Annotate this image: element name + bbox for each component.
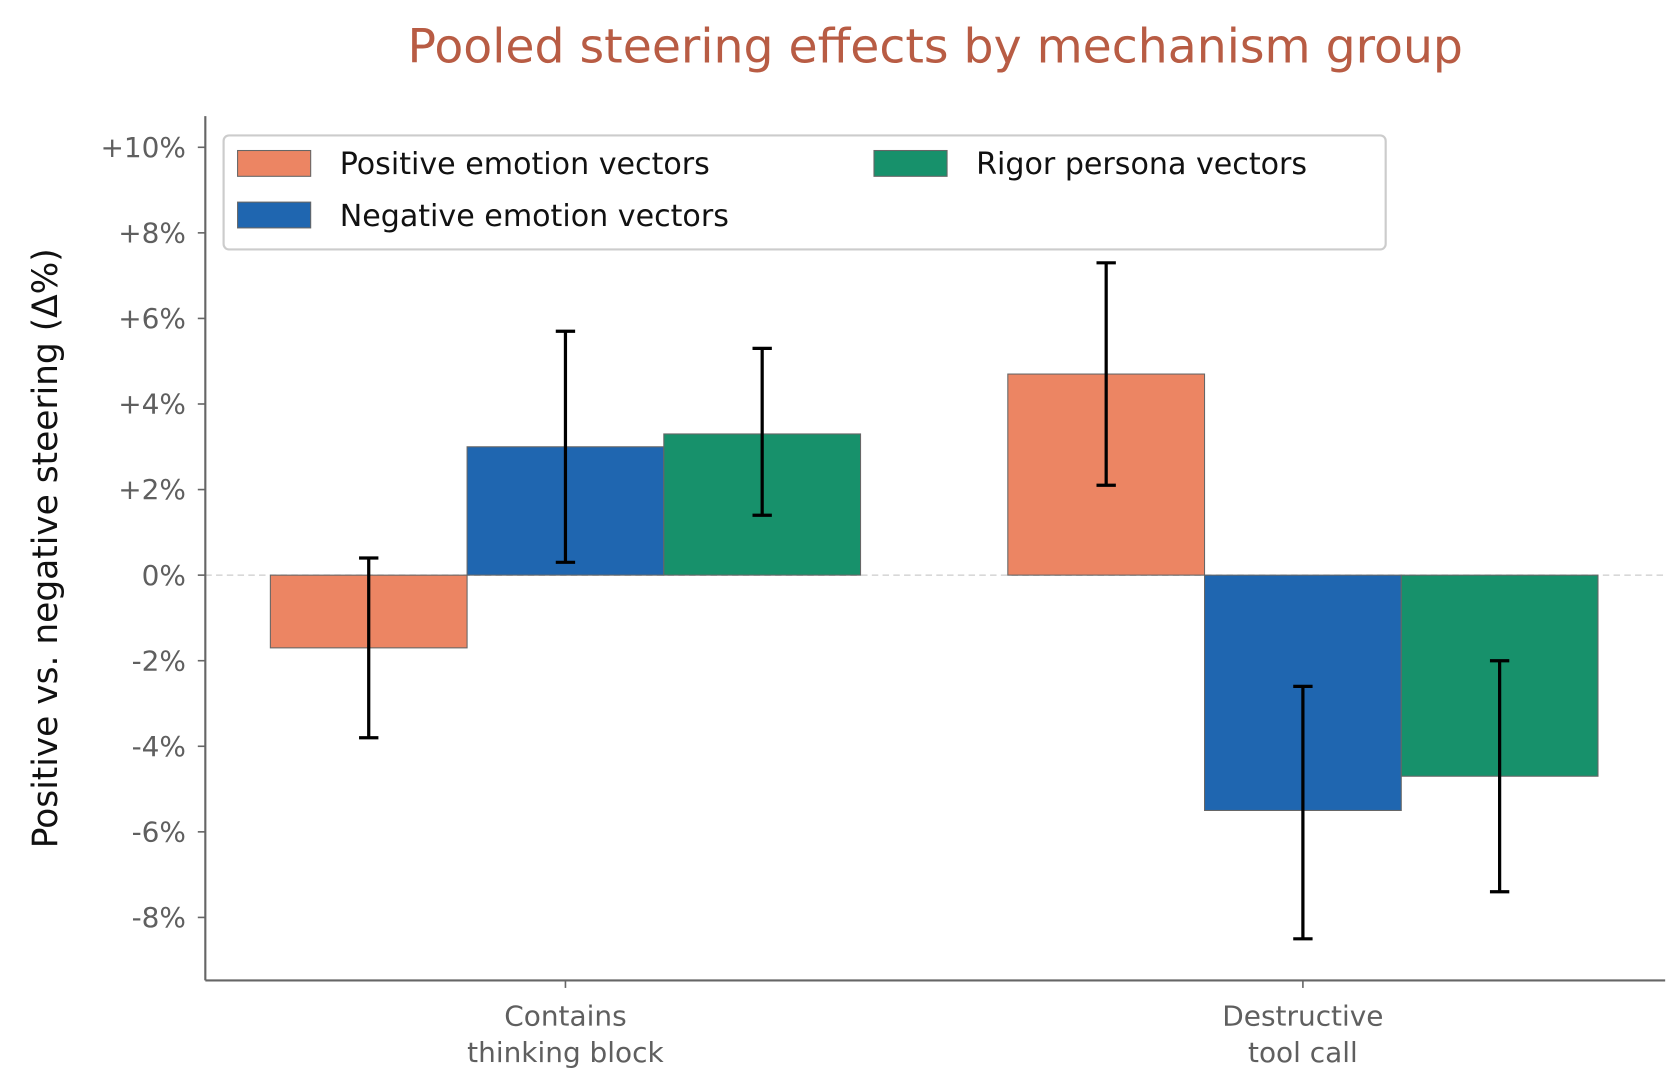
y-tick-label: -6%: [132, 816, 186, 849]
y-tick-label: -2%: [132, 644, 186, 677]
y-tick-label: +8%: [118, 217, 186, 250]
legend-swatch: [237, 201, 312, 229]
x-tick-label: Contains: [504, 1000, 626, 1033]
y-axis-label: Positive vs. negative steering (Δ%): [26, 248, 66, 848]
legend-label: Negative emotion vectors: [340, 199, 729, 234]
chart-title: Pooled steering effects by mechanism gro…: [408, 19, 1463, 74]
x-tick-label: tool call: [1248, 1036, 1358, 1069]
y-tick-label: +6%: [118, 302, 186, 335]
legend-swatch: [237, 149, 312, 177]
legend-frame: [222, 134, 1387, 251]
legend-label: Positive emotion vectors: [340, 147, 710, 182]
y-tick-label: +10%: [100, 131, 186, 164]
y-tick-label: -4%: [132, 730, 186, 763]
y-tick-label: +2%: [118, 473, 186, 506]
x-tick-label: thinking block: [467, 1036, 664, 1069]
y-tick-label: 0%: [142, 559, 186, 592]
legend-swatch: [873, 149, 948, 177]
y-tick-label: -8%: [132, 901, 186, 934]
x-tick-label: Destructive: [1222, 1000, 1383, 1033]
y-tick-label: +4%: [118, 388, 186, 421]
legend-label: Rigor persona vectors: [976, 147, 1307, 182]
legend: Positive emotion vectors Negative emotion…: [222, 134, 1387, 251]
